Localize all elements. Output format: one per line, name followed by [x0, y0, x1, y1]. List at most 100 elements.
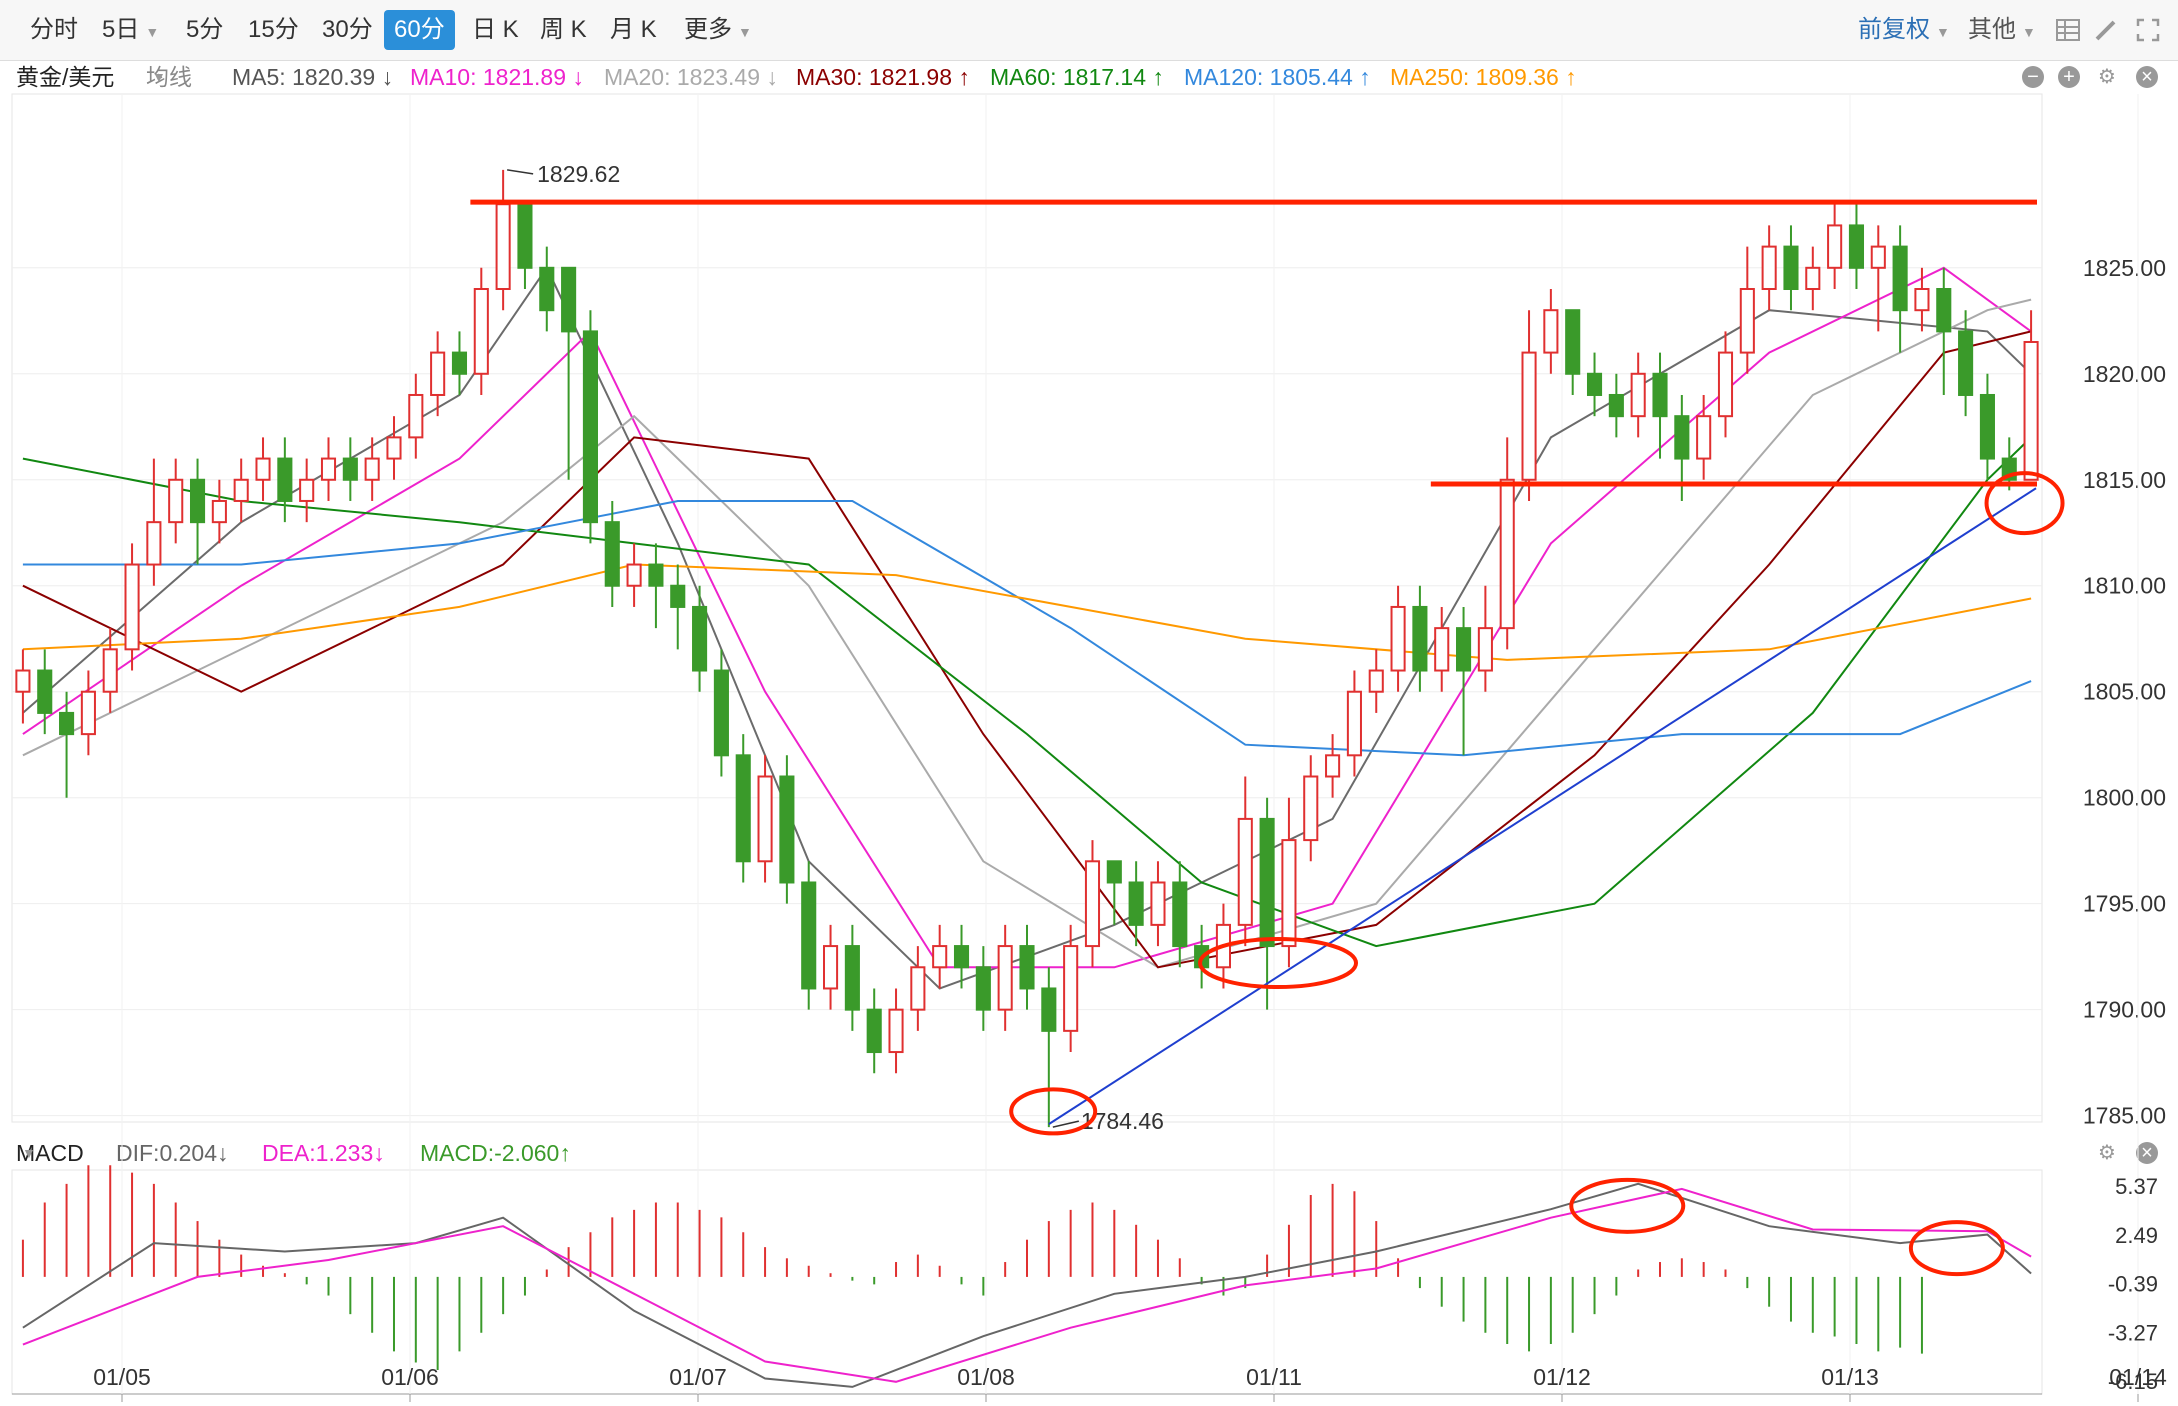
candle-body: [1325, 754, 1341, 778]
chevron-down-icon: ▼: [1936, 24, 1950, 40]
candle-body: [1019, 945, 1035, 990]
candle-body: [1390, 605, 1406, 672]
plus-icon[interactable]: +: [2058, 66, 2080, 88]
chevron-down-icon: ▼: [22, 1145, 36, 1161]
candle-body: [866, 1008, 882, 1054]
chevron-down-icon: ▼: [738, 24, 752, 40]
ma-line-ma20: [22, 298, 2032, 969]
tab-5min[interactable]: 5分: [186, 16, 224, 43]
tab-timeshare[interactable]: 分时: [30, 16, 78, 43]
candle-body: [189, 478, 206, 524]
draw-pen-icon[interactable]: [2092, 16, 2120, 44]
candle-body: [910, 966, 926, 1011]
candle-body: [495, 203, 511, 291]
macd-y-tick-label: -6.15: [2108, 1369, 2158, 1394]
candle-body: [473, 288, 489, 375]
y-tick-label: 1790.00: [2083, 997, 2166, 1023]
minus-icon[interactable]: −: [2022, 66, 2044, 88]
candle-body: [1084, 860, 1101, 948]
macd-y-tick-label: 2.49: [2115, 1223, 2158, 1248]
chevron-down-icon: ▼: [145, 24, 160, 40]
adjust-label: 前复权: [1858, 16, 1930, 43]
candle-body: [320, 457, 337, 481]
close-icon[interactable]: ×: [2136, 66, 2158, 88]
candle-body: [779, 775, 795, 884]
candle-body: [888, 1008, 904, 1054]
grid-icon[interactable]: [2054, 16, 2082, 44]
candle-body: [1608, 393, 1624, 418]
candle-body: [1870, 245, 1886, 269]
candle-body: [59, 711, 75, 736]
candle-body: [1783, 245, 1799, 291]
ma5-value: MA5: 1820.39 ↓: [232, 64, 394, 90]
candle-body: [342, 457, 358, 481]
candle-body: [1346, 690, 1362, 757]
candle-body: [1761, 245, 1777, 291]
x-tick-label: 01/11: [1246, 1364, 1302, 1390]
tab-15min[interactable]: 15分: [248, 16, 299, 43]
main-plot-frame: [11, 93, 2043, 1123]
close-icon[interactable]: ×: [2136, 1142, 2158, 1164]
macd-dif-line: [22, 1182, 2032, 1388]
candle-body: [1543, 309, 1559, 354]
candle-body: [1936, 288, 1952, 333]
gear-icon[interactable]: ⚙: [2098, 66, 2116, 88]
trend-line: [1048, 487, 2037, 1125]
macd-indicator-bar: MACD ▼ DIF:0.204↓ DEA:1.233↓ MACD:-2.060↑…: [0, 1136, 2178, 1170]
period-toolbar: 分时 5日 ▼ 5分 15分 30分 60分 日 K 周 K 月 K 更多 ▼ 前复…: [0, 0, 2178, 61]
line-type-label: 均线: [146, 64, 192, 90]
other-dropdown[interactable]: 其他 ▼: [1968, 10, 2036, 50]
y-tick-label: 1815.00: [2083, 467, 2166, 493]
candle-body: [1128, 881, 1144, 926]
candle-body: [1041, 987, 1057, 1032]
candle-body: [648, 563, 664, 587]
macd-dea-line: [22, 1187, 2032, 1383]
ma60-value: MA60: 1817.14 ↑: [990, 64, 1164, 90]
macd-y-tick-label: 5.37: [2115, 1174, 2158, 1199]
candle-body: [168, 478, 184, 524]
candle-body: [146, 521, 162, 566]
ma-line-ma60: [22, 436, 2032, 948]
adjust-dropdown[interactable]: 前复权 ▼: [1858, 10, 1950, 50]
candle-body: [1848, 224, 1865, 269]
candle-body: [1958, 330, 1974, 396]
candle-body: [1696, 415, 1712, 460]
chevron-down-icon: ▼: [2022, 24, 2036, 40]
gear-icon[interactable]: ⚙: [2098, 1142, 2116, 1164]
macd-dif-value: DIF:0.204↓: [116, 1140, 229, 1166]
candle-body: [430, 351, 446, 396]
low-marker-arrow: [1052, 1120, 1079, 1128]
tab-5day[interactable]: 5日 ▼: [92, 10, 169, 50]
candle-body: [997, 945, 1013, 1011]
chevron-down-icon: ▼: [152, 69, 166, 85]
candle-body: [1979, 393, 1995, 460]
more-menu[interactable]: 更多 ▼: [674, 10, 762, 50]
tab-weekly-k[interactable]: 周 K: [540, 16, 587, 43]
high-price-label: 1829.62: [537, 161, 620, 187]
other-label: 其他: [1968, 16, 2016, 43]
tab-daily-k[interactable]: 日 K: [472, 16, 519, 43]
x-tick-label: 01/13: [1821, 1364, 1879, 1390]
candle-body: [539, 266, 555, 312]
candle-body: [735, 754, 751, 863]
tab-5day-label: 5日: [102, 16, 140, 43]
candle-body: [1652, 372, 1668, 418]
tab-60min[interactable]: 60分: [384, 10, 455, 50]
high-marker-arrow: [507, 169, 534, 175]
ma250-value: MA250: 1809.36 ↑: [1390, 64, 1577, 90]
candle-body: [1150, 881, 1166, 926]
low-circle: [1009, 1087, 1098, 1136]
candle-body: [1456, 627, 1472, 672]
tab-monthly-k[interactable]: 月 K: [610, 16, 657, 43]
fullscreen-icon[interactable]: [2134, 16, 2162, 44]
candle-body: [386, 436, 402, 460]
ma30-value: MA30: 1821.98 ↑: [796, 64, 970, 90]
candle-body: [1281, 839, 1297, 948]
candle-body: [517, 203, 533, 269]
tab-30min[interactable]: 30分: [322, 16, 373, 43]
candle-body: [975, 966, 991, 1011]
macd-dea-value: DEA:1.233↓: [262, 1140, 385, 1166]
candle-body: [408, 393, 424, 439]
candle-body: [1259, 817, 1275, 948]
